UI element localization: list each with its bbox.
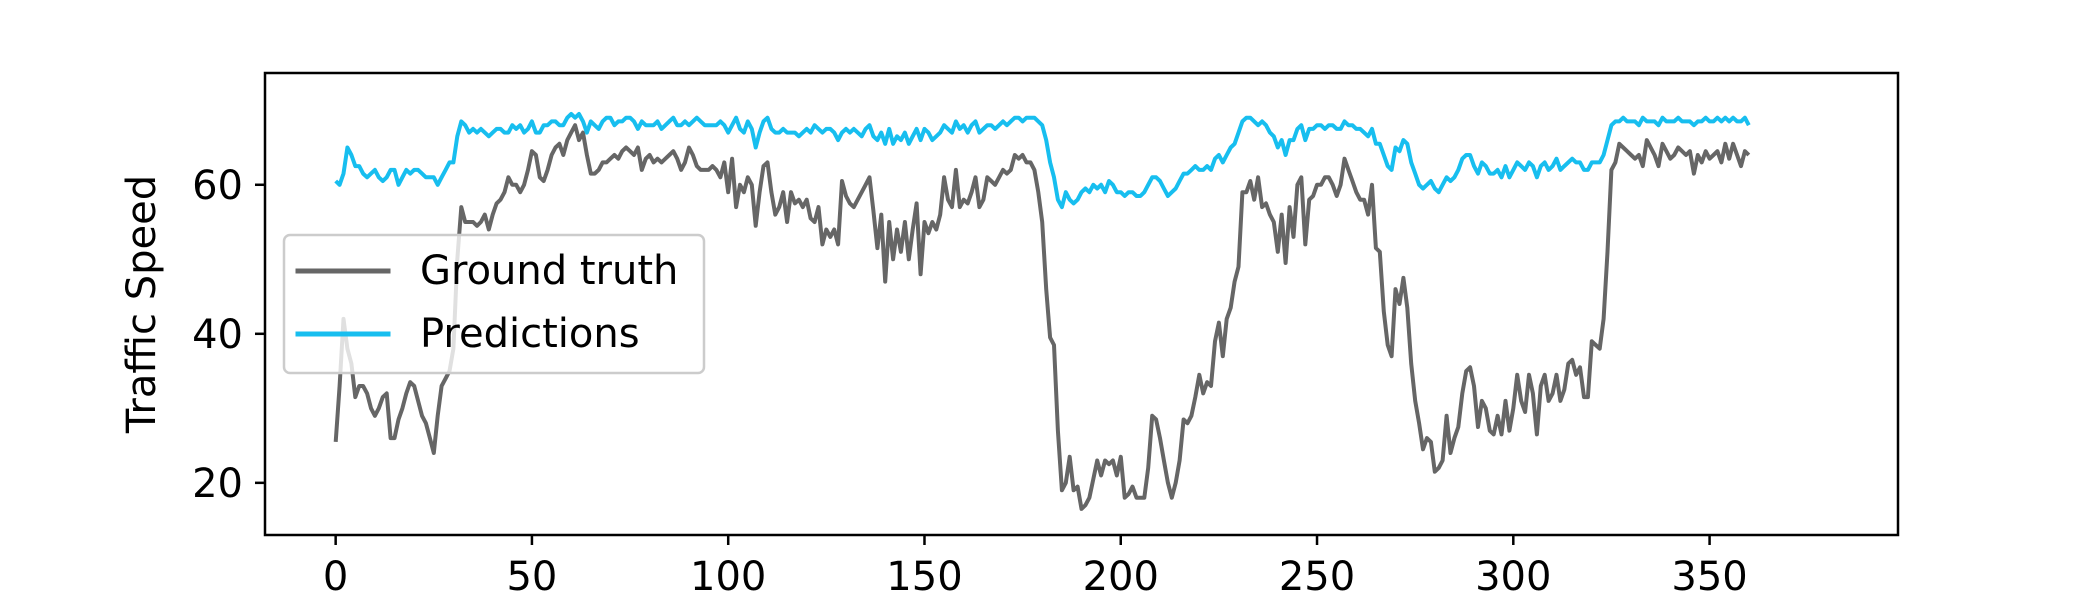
y-tick-label: 20 xyxy=(192,461,243,507)
y-tick-label: 40 xyxy=(192,312,243,358)
x-tick-label: 250 xyxy=(1279,554,1355,600)
x-tick-label: 300 xyxy=(1475,554,1551,600)
x-tick-label: 100 xyxy=(690,554,766,600)
legend-label-predictions: Predictions xyxy=(420,311,640,357)
x-tick-label: 0 xyxy=(323,554,348,600)
plot-frame xyxy=(263,71,1900,537)
series-line-ground-truth xyxy=(333,123,1751,511)
x-axis: 0 50 100 150 200 250 300 350 xyxy=(323,535,1748,600)
y-axis-label: Traffic Speed xyxy=(119,175,165,434)
legend: Ground truth Predictions xyxy=(282,233,706,375)
y-axis: 20 40 60 xyxy=(192,163,265,507)
y-tick-label: 60 xyxy=(192,163,243,209)
x-tick-label: 150 xyxy=(886,554,962,600)
series-layer xyxy=(333,112,1751,511)
legend-label-ground-truth: Ground truth xyxy=(420,248,678,294)
x-tick-label: 50 xyxy=(506,554,557,600)
x-tick-label: 350 xyxy=(1671,554,1747,600)
series-line-predictions xyxy=(334,112,1751,210)
x-tick-label: 200 xyxy=(1083,554,1159,600)
